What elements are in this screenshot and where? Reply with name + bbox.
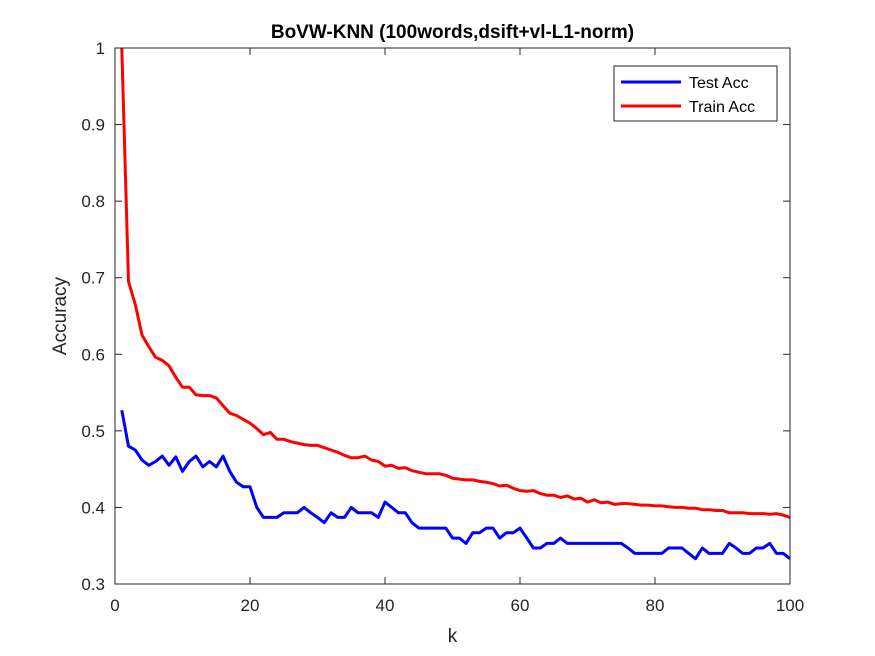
y-tick-label: 0.4 <box>81 498 105 517</box>
x-tick-label: 60 <box>511 596 530 615</box>
x-tick-label: 20 <box>241 596 260 615</box>
ticks-layer: 0 20 40 60 80 100 0.3 0.4 0.5 0.6 0.7 0.8 0.9 1 <box>81 39 804 615</box>
x-tick-label: 40 <box>376 596 395 615</box>
y-tick-label: 0.6 <box>81 345 105 364</box>
y-tick-label: 0.9 <box>81 116 105 135</box>
y-tick-label: 1 <box>96 39 105 58</box>
chart-title: BoVW-KNN (100words,dsift+vl-L1-norm) <box>271 22 634 43</box>
axes-box <box>114 47 791 585</box>
series-layer <box>120 47 791 561</box>
series-line-train-acc <box>120 47 791 519</box>
x-axis-label: k <box>448 626 458 647</box>
series-line-test-acc <box>120 409 791 561</box>
x-tick-label: 100 <box>776 596 804 615</box>
legend-label: Test Acc <box>689 75 749 92</box>
y-tick-label: 0.7 <box>81 269 105 288</box>
legend-box <box>613 65 778 122</box>
y-tick-label: 0.5 <box>81 422 105 441</box>
legend-label: Train Acc <box>689 99 755 116</box>
y-axis-label: Accuracy <box>50 276 71 355</box>
legend: Test Acc Train Acc <box>613 65 778 122</box>
plot-area <box>115 48 790 584</box>
y-tick-label: 0.8 <box>81 192 105 211</box>
y-tick-label: 0.3 <box>81 575 105 594</box>
x-tick-label: 80 <box>646 596 665 615</box>
x-tick-label: 0 <box>110 596 119 615</box>
